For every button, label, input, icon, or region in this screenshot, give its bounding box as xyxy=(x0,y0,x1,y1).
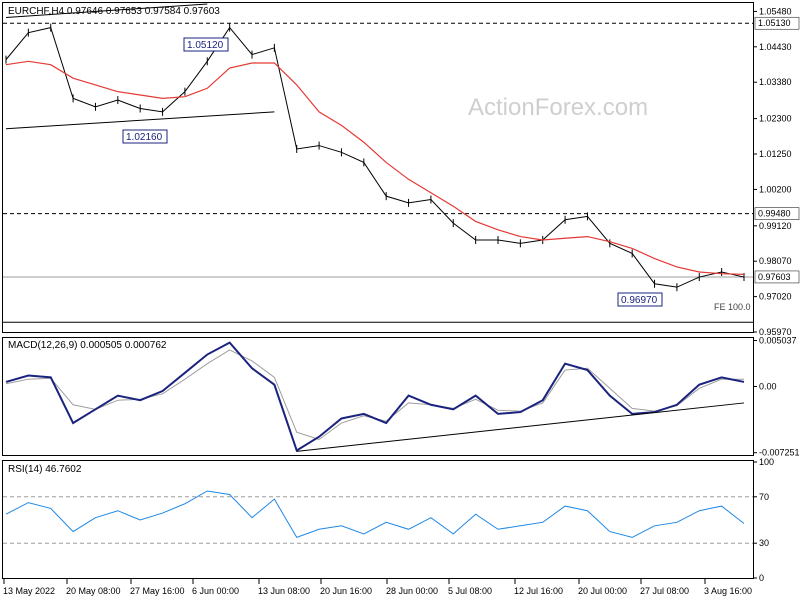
price-series-line xyxy=(5,26,745,288)
low-annotation-2: 0.96970 xyxy=(617,292,663,307)
low-label-2: 0.96970 xyxy=(621,295,658,306)
level-label: 1.05130 xyxy=(758,18,791,28)
rsi-label: RSI(14) 46.7602 xyxy=(8,464,82,475)
price-tick-label: 0.95970 xyxy=(759,327,792,337)
price-tick-label: 1.02300 xyxy=(759,114,792,124)
watermark: ActionForex.com xyxy=(468,94,648,121)
macd-tick-label: 0.00 xyxy=(759,381,777,391)
x-tick-label: 27 Jul 08:00 xyxy=(640,586,689,596)
x-tick-label: 28 Jun 00:00 xyxy=(386,586,438,596)
macd-tick-label: -0.007251 xyxy=(759,448,800,458)
rsi-tick-label: 100 xyxy=(759,457,774,467)
x-tick-label: 13 May 2022 xyxy=(3,586,55,596)
sma-series-line xyxy=(5,60,745,275)
x-tick-label: 20 Jun 16:00 xyxy=(320,586,372,596)
level-label-box xyxy=(754,16,800,30)
current-price-label: 0.97603 xyxy=(758,272,791,282)
rsi-tick-label: 30 xyxy=(759,538,769,548)
macd-panel xyxy=(2,337,754,456)
rsi-panel xyxy=(2,460,754,579)
rsi-tick-label: 70 xyxy=(759,492,769,502)
price-tick-label: 1.04430 xyxy=(759,42,792,52)
macd-tick-label: 0.005037 xyxy=(759,335,797,345)
price-tick-label: 0.99120 xyxy=(759,221,792,231)
fe-label: FE 100.0 xyxy=(714,302,751,312)
price-tick-label: 1.01250 xyxy=(759,149,792,159)
high-annotation: 1.05120 xyxy=(183,37,229,52)
trendline-upper xyxy=(5,3,208,18)
low-label-1: 1.02160 xyxy=(126,132,163,143)
x-tick-label: 6 Jun 00:00 xyxy=(192,586,239,596)
level-label: 0.99480 xyxy=(758,209,791,219)
price-tick-label: 0.97020 xyxy=(759,292,792,302)
ohlc-values: 0.97646 0.97653 0.97584 0.97603 xyxy=(67,6,220,17)
x-tick-label: 13 Jun 08:00 xyxy=(258,586,310,596)
macd-main-line xyxy=(5,341,745,452)
x-tick-label: 12 Jul 16:00 xyxy=(514,586,563,596)
symbol-label: EURCHF,H4 xyxy=(8,6,65,17)
high-label: 1.05120 xyxy=(187,40,224,51)
price-tick-label: 1.05480 xyxy=(759,6,792,16)
x-tick-label: 20 Jul 00:00 xyxy=(578,586,627,596)
chart-header: EURCHF,H4 0.97646 0.97653 0.97584 0.9760… xyxy=(8,6,220,17)
price-tick-label: 1.03380 xyxy=(759,77,792,87)
low-annotation-1: 1.02160 xyxy=(122,129,168,144)
current-price-label-box xyxy=(754,270,800,284)
price-tick-label: 0.98070 xyxy=(759,256,792,266)
macd-label: MACD(12,26,9) 0.000505 0.000762 xyxy=(8,340,167,351)
x-tick-label: 27 May 16:00 xyxy=(130,586,185,596)
trendline-lower xyxy=(5,111,275,130)
level-label-box xyxy=(754,207,800,220)
x-tick-label: 20 May 08:00 xyxy=(66,586,121,596)
price-tick-label: 1.00200 xyxy=(759,184,792,194)
macd-trendline xyxy=(296,402,745,452)
rsi-tick-label: 0 xyxy=(759,573,764,583)
x-tick-label: 5 Jul 08:00 xyxy=(448,586,492,596)
rsi-series-line xyxy=(5,490,745,539)
x-tick-label: 3 Aug 16:00 xyxy=(704,586,752,596)
price-panel xyxy=(2,2,754,333)
